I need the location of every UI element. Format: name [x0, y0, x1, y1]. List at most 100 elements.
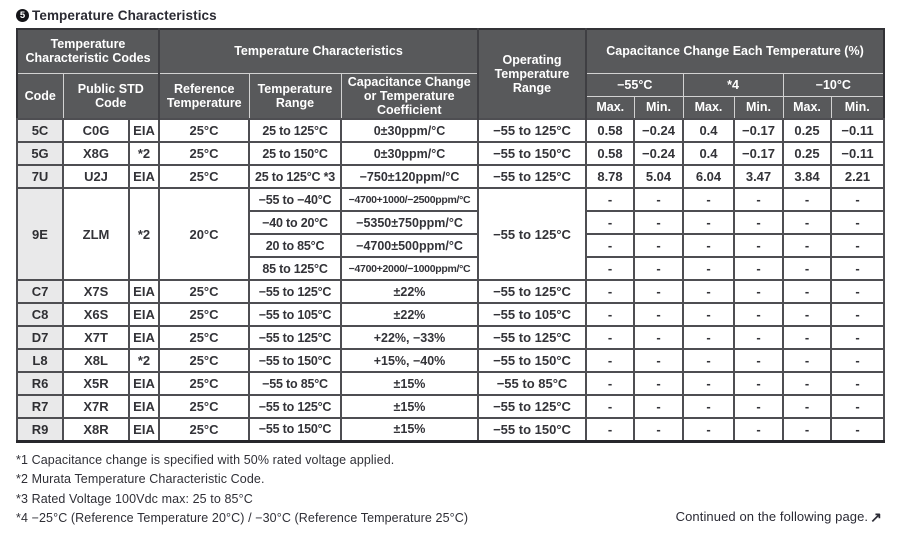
value-cell: - [782, 417, 832, 442]
value-cell: - [829, 371, 886, 396]
continued-text: Continued on the following page. [675, 509, 869, 524]
std-code-cell: X8R [62, 417, 130, 442]
value-cell: - [682, 325, 735, 350]
value-cell: 3.47 [733, 164, 784, 189]
header-group-characteristics: Temperature Characteristics [158, 28, 479, 74]
value-cell: - [829, 325, 886, 350]
value-cell: - [585, 302, 635, 327]
value-cell: - [633, 210, 684, 235]
value-cell: - [782, 256, 832, 281]
value-cell: - [633, 325, 684, 350]
ref-temp-cell: 25°C [158, 164, 250, 189]
temp-range-cell: 25 to 150°C [248, 141, 342, 166]
temp-range-cell: −55 to 85°C [248, 371, 342, 396]
header-cap-change-coef: Capacitance Change or Temperature Coeffi… [340, 72, 479, 120]
ref-temp-cell: 25°C [158, 141, 250, 166]
value-cell: - [585, 279, 635, 304]
table-row: 5G X8G *2 25°C 25 to 150°C 0±30ppm/°C −55 to 1… [16, 141, 886, 166]
std-org-cell: EIA [128, 279, 160, 304]
value-cell: - [782, 279, 832, 304]
footnote: *3 Rated Voltage 100Vdc max: 25 to 85°C [16, 491, 253, 506]
value-cell: - [633, 187, 684, 212]
ref-temp-cell: 25°C [158, 417, 250, 442]
coefficient-cell: 0±30ppm/°C [340, 141, 479, 166]
std-org-cell: EIA [128, 164, 160, 189]
value-cell: - [782, 394, 832, 419]
ref-temp-cell: 25°C [158, 394, 250, 419]
value-cell: - [633, 233, 684, 258]
std-code-cell: X7T [62, 325, 130, 350]
value-cell: - [682, 279, 735, 304]
temp-range-cell: −40 to 20°C [248, 210, 342, 235]
header-temp-star4: *4 [682, 72, 784, 97]
temp-range-cell: 25 to 125°C [248, 118, 342, 143]
value-cell: - [829, 279, 886, 304]
continued-note: Continued on the following page. ↗ [676, 509, 882, 524]
row-code-cell: 5G [16, 141, 64, 166]
header-row-maxmin: Max. Min. Max. Min. Max. Min. [17, 95, 885, 120]
std-org-cell: *2 [128, 187, 160, 281]
ref-temp-cell: 25°C [158, 302, 250, 327]
value-cell: - [682, 348, 735, 373]
operating-range-cell: −55 to 125°C [477, 279, 587, 304]
header-public-std-code: Public STD Code [62, 72, 160, 120]
temp-range-cell: −55 to −40°C [248, 187, 342, 212]
table-row: C7 X7S EIA 25°C −55 to 125°C ±22% −55 to 125°C… [16, 279, 886, 304]
row-code-cell: R7 [16, 394, 64, 419]
coefficient-cell: +15%, −40% [340, 348, 479, 373]
ref-temp-cell: 25°C [158, 279, 250, 304]
value-cell: - [829, 187, 886, 212]
value-cell: - [829, 394, 886, 419]
std-org-cell: EIA [128, 325, 160, 350]
value-cell: - [585, 417, 635, 442]
std-code-cell: X6S [62, 302, 130, 327]
value-cell: - [682, 302, 735, 327]
value-cell: 3.84 [782, 164, 832, 189]
table-row: R7 X7R EIA 25°C −55 to 125°C ±15% −55 to 125°C… [16, 394, 886, 419]
value-cell: - [633, 348, 684, 373]
value-cell: - [829, 256, 886, 281]
operating-range-cell: −55 to 125°C [477, 325, 587, 350]
header-group-cap-change: Capacitance Change Each Temperature (%) [584, 28, 885, 74]
operating-range-cell: −55 to 125°C [477, 394, 587, 419]
header-operating-range: Operating Temperature Range [477, 28, 587, 120]
std-code-cell: X8L [62, 348, 130, 373]
value-cell: - [682, 187, 735, 212]
value-cell: - [633, 417, 684, 442]
std-code-cell: X7R [62, 394, 130, 419]
temperature-characteristics-table: Temperature Characteristic Codes Tempera… [16, 28, 886, 443]
table-row: D7 X7T EIA 25°C −55 to 125°C +22%, −33% −55 to… [16, 325, 886, 350]
value-cell: - [782, 348, 832, 373]
std-code-cell: C0G [62, 118, 130, 143]
value-cell: - [733, 187, 784, 212]
ref-temp-cell: 25°C [158, 325, 250, 350]
table-row: R6 X5R EIA 25°C −55 to 85°C ±15% −55 to 85°C - -… [16, 371, 886, 396]
table-row: 85 to 125°C −4700+2000/−1000ppm/°C - - - - - - [17, 256, 886, 281]
operating-range-cell: −55 to 105°C [477, 302, 587, 327]
coefficient-cell: ±15% [340, 371, 479, 396]
value-cell: - [829, 233, 886, 258]
header-max: Max. [585, 95, 635, 120]
table-row: 9E ZLM *2 20°C −55 to −40°C −4700+1000/−2500p… [16, 187, 886, 281]
value-cell: 0.4 [682, 118, 735, 143]
operating-range-cell: −55 to 125°C [477, 118, 587, 143]
header-row-groups: Temperature Characteristic Codes Tempera… [16, 28, 885, 120]
temp-range-cell: −55 to 105°C [248, 302, 342, 327]
table-header: Temperature Characteristic Codes Tempera… [16, 28, 885, 120]
value-cell: 2.21 [829, 164, 886, 189]
value-cell: - [733, 210, 784, 235]
value-cell: - [585, 210, 635, 235]
std-code-cell: X7S [62, 279, 130, 304]
header-reference-temperature: Reference Temperature [158, 72, 250, 120]
temp-range-cell: 85 to 125°C [248, 256, 342, 281]
coefficient-cell: ±15% [340, 394, 479, 419]
value-cell: - [682, 394, 735, 419]
header-group-codes: Temperature Characteristic Codes [16, 28, 160, 74]
value-cell: - [585, 256, 635, 281]
value-cell: 6.04 [682, 164, 735, 189]
table-row: R9 X8R EIA 25°C −55 to 150°C ±15% −55 to 150°C… [16, 417, 886, 442]
row-code-cell: 5C [16, 118, 64, 143]
value-cell: - [782, 187, 832, 212]
value-cell: - [782, 210, 832, 235]
